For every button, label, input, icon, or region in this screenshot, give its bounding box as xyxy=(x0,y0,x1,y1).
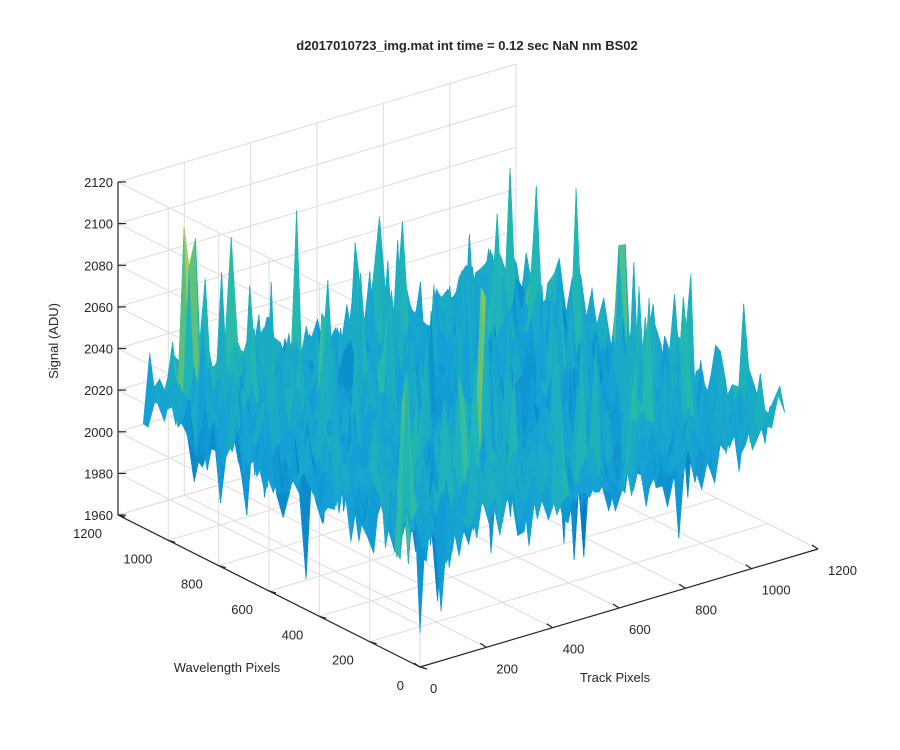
y-tick-label: 600 xyxy=(231,602,253,617)
z-axis-label: Signal (ADU) xyxy=(46,303,61,379)
x-tick-label: 400 xyxy=(563,642,585,657)
z-tick-label: 2120 xyxy=(84,175,113,190)
z-tick-label: 1960 xyxy=(84,508,113,523)
y-tick-label: 1200 xyxy=(73,526,102,541)
x-tick-mark xyxy=(811,544,819,550)
z-tick-label: 2000 xyxy=(84,425,113,440)
floor-grid-line xyxy=(369,523,768,643)
axis-labels: Signal (ADU) Wavelength Pixels Track Pix… xyxy=(46,303,651,685)
y-tick-mark xyxy=(218,565,226,569)
y-tick-mark xyxy=(117,514,126,518)
y-tick-mark xyxy=(319,615,327,619)
z-tick-label: 2020 xyxy=(84,383,113,398)
x-tick-label: 200 xyxy=(496,661,518,676)
x-tick-label: 1000 xyxy=(762,583,791,598)
x-tick-mark xyxy=(745,564,753,570)
y-tick-label: 200 xyxy=(332,653,354,668)
wall-grid-line xyxy=(117,431,421,585)
axes: 1960198020002020204020602080210021200200… xyxy=(73,175,857,696)
y-tick-label: 400 xyxy=(282,627,304,642)
wall-grid-line xyxy=(117,63,517,183)
chart-title: d2017010723_img.mat int time = 0.12 sec … xyxy=(296,38,637,53)
x-tick-label: 0 xyxy=(430,681,437,696)
y-tick-mark xyxy=(168,539,176,543)
x-tick-mark xyxy=(612,603,620,609)
z-tick-label: 2060 xyxy=(84,300,113,315)
x-tick-mark xyxy=(546,623,554,629)
y-tick-mark xyxy=(369,641,377,645)
x-tick-label: 800 xyxy=(695,602,717,617)
surface xyxy=(142,167,786,634)
x-tick-mark xyxy=(413,662,421,668)
y-tick-mark xyxy=(419,666,428,670)
x-tick-mark xyxy=(678,583,686,589)
y-axis-label: Wavelength Pixels xyxy=(174,660,281,675)
x-axis-label: Track Pixels xyxy=(580,670,651,685)
y-tick-label: 0 xyxy=(397,678,404,693)
z-tick-label: 2040 xyxy=(84,342,113,357)
floor-grid-line xyxy=(319,497,718,617)
x-tick-mark xyxy=(479,642,487,648)
wall-grid-line xyxy=(117,472,421,626)
z-tick-label: 1980 xyxy=(84,466,113,481)
y-tick-label: 800 xyxy=(181,577,203,592)
x-tick-label: 1200 xyxy=(828,563,857,578)
z-tick-label: 2080 xyxy=(84,258,113,273)
y-tick-mark xyxy=(268,590,277,594)
y-tick-label: 1000 xyxy=(123,551,152,566)
wall-grid-line xyxy=(117,105,517,225)
x-tick-label: 600 xyxy=(629,622,651,637)
surface-facet xyxy=(773,384,786,413)
z-tick-label: 2100 xyxy=(84,217,113,232)
